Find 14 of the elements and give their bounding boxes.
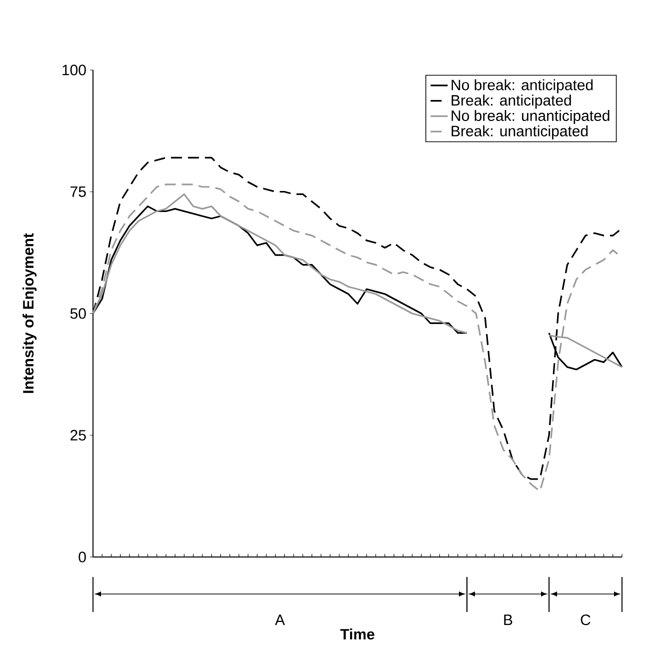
x-axis-title: Time bbox=[340, 628, 374, 640]
y-tick-label: 50 bbox=[70, 308, 86, 319]
legend-label: Break: anticipated bbox=[452, 94, 571, 109]
y-tick-label: 75 bbox=[70, 186, 86, 197]
y-tick-label: 25 bbox=[70, 430, 86, 441]
text: A bbox=[275, 614, 285, 625]
y-tick-label: 0 bbox=[78, 552, 86, 562]
y-tick-label: 100 bbox=[62, 64, 86, 76]
legend-label: No break: anticipated bbox=[452, 79, 593, 94]
legend-label: Break: unanticipated bbox=[452, 125, 588, 140]
y-axis-title: Intensity of Enjoyment bbox=[22, 233, 37, 393]
text: C bbox=[580, 614, 590, 626]
legend-label: No break: unanticipated bbox=[452, 110, 610, 124]
text: B bbox=[504, 614, 512, 625]
